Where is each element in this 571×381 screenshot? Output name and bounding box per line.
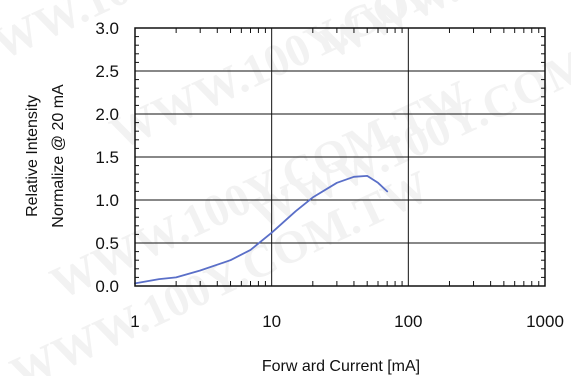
y-tick-label: 1.5	[95, 148, 119, 167]
series-line	[134, 174, 389, 285]
y-tick-label: 2.0	[95, 105, 119, 124]
x-axis-title: Forw ard Current [mA]	[262, 358, 420, 375]
label-layer: 0.0 0.5 1.0 1.5 2.0 2.5 3.0 1 10 100 1000	[95, 19, 564, 331]
y-axis-title-line-2: Normalize @ 20 mA	[50, 84, 67, 228]
series-layer	[134, 174, 389, 285]
y-tick-label: 1.0	[95, 191, 119, 210]
y-axis-title-line-1: Relative Intensity	[24, 95, 41, 217]
x-tick-label: 1	[130, 312, 139, 331]
x-tick-label: 100	[394, 312, 422, 331]
y-tick-label: 2.5	[95, 62, 119, 81]
grid-layer	[135, 28, 545, 286]
y-tick-label: 3.0	[95, 19, 119, 38]
x-tick-label: 10	[262, 312, 281, 331]
y-tick-label: 0.0	[95, 277, 119, 296]
x-tick-label: 1000	[526, 312, 564, 331]
frame-layer	[134, 27, 546, 287]
plot-frame	[134, 27, 546, 287]
y-tick-label: 0.5	[95, 234, 119, 253]
